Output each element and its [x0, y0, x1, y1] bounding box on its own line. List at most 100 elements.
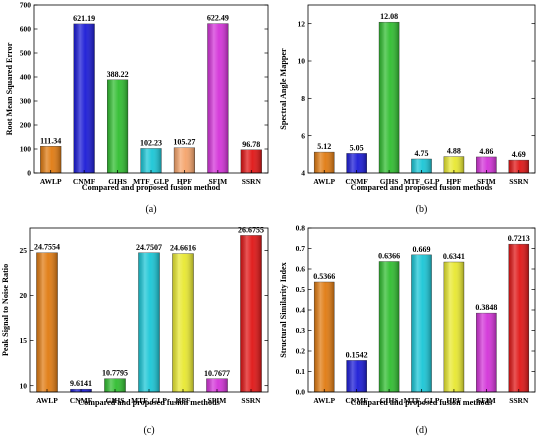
chart-c-bar-gihs: [104, 378, 126, 393]
chart-c-x-tick-label: MTF_GLP: [131, 396, 167, 405]
chart-d-y-tick-label: 0.8: [296, 224, 306, 233]
chart-b-bar-ssrn: [508, 159, 530, 174]
chart-a-bar-cnmf: [73, 23, 95, 174]
chart-c-y-tick-label: 15: [20, 336, 28, 345]
chart-c-x-tick-label: CNMF: [70, 396, 93, 405]
chart-d-x-tick-label: SSRN: [509, 396, 529, 405]
chart-a-x-tick-label: MTF_GLP: [133, 177, 169, 186]
chart-d-x-tick-label: CNMF: [345, 396, 368, 405]
chart-d-value-label: 0.3848: [475, 303, 497, 312]
chart-c-value-label: 10.7795: [102, 369, 128, 378]
chart-b-value-label: 4.88: [447, 147, 461, 156]
chart-b-bar-sfim: [476, 156, 497, 174]
chart-d-x-axis-title: Compared and proposed fusion methods: [351, 398, 493, 407]
chart-b-x-tick-label: AWLP: [313, 177, 335, 186]
chart-d-value-label: 0.6366: [378, 251, 400, 260]
chart-d-value-label: 0.669: [413, 245, 431, 254]
chart-a-x-tick-label: SFIM: [208, 177, 227, 186]
chart-a-x-axis-title: Compared and proposed fusion method: [82, 183, 221, 192]
chart-d-value-label: 0.7213: [508, 234, 530, 243]
chart-b-x-tick-label: SSRN: [509, 177, 529, 186]
chart-d-value-label: 0.5366: [313, 272, 335, 281]
chart-panel-a: 111.34 AWLP 621.19 CNMF 388.22 GIHS 102.23 MTF_…: [5, 1, 269, 215]
chart-d-value-label: 0.1542: [346, 350, 368, 359]
chart-b-x-tick-label: MTF_GLP: [404, 177, 440, 186]
chart-a-x-tick-label: HPF: [177, 177, 192, 186]
chart-d-panel-label: (d): [416, 425, 428, 436]
chart-c-value-label: 24.7507: [136, 243, 162, 252]
chart-a-y-tick-label: 400: [20, 73, 32, 82]
chart-b-x-axis-title: Compared and proposed fusion methods: [351, 183, 493, 192]
chart-b-y-tick-label: 6: [301, 131, 305, 140]
chart-d-x-tick-label: MTF_GLP: [404, 396, 440, 405]
chart-b-value-label: 12.08: [380, 12, 398, 21]
chart-a-x-tick-label: CNMF: [73, 177, 96, 186]
chart-c-bar-sfim: [206, 378, 228, 393]
chart-c-bar-mtf-glp: [138, 252, 160, 393]
chart-a-y-tick-label: 0: [27, 169, 31, 178]
chart-c-panel-label: (c): [143, 425, 154, 436]
chart-d-y-tick-label: 0.4: [296, 306, 306, 315]
chart-a-bar-sfim: [207, 23, 229, 174]
chart-a-value-label: 621.19: [73, 14, 95, 23]
chart-panel-c: 24.7554 AWLP 9.6141 CNMF 10.7795 GIHS 24.7507 M…: [1, 225, 269, 436]
chart-b-bar-mtf-glp: [411, 158, 432, 174]
chart-b-value-label: 4.69: [512, 150, 526, 159]
chart-a-bar-gihs: [107, 79, 129, 174]
chart-a-x-tick-label: AWLP: [40, 177, 62, 186]
chart-d-value-label: 0.6341: [443, 252, 465, 261]
chart-a-value-label: 111.34: [40, 136, 61, 145]
chart-d-bar-mtf-glp: [411, 254, 432, 393]
chart-b-bar-cnmf: [346, 153, 367, 174]
chart-d-y-tick-label: 0.7: [296, 244, 306, 253]
chart-c-value-label: 24.7554: [34, 243, 60, 252]
chart-b-plot-frame: [307, 4, 536, 174]
chart-b-x-tick-label: GIHS: [380, 177, 399, 186]
chart-b-bar-hpf: [443, 156, 465, 174]
chart-b-y-tick-label: 8: [301, 94, 305, 103]
chart-c-value-label: 10.7677: [204, 369, 230, 378]
chart-c-x-tick-label: HPF: [176, 396, 191, 405]
chart-b-value-label: 4.86: [479, 147, 493, 156]
chart-a-y-tick-label: 200: [20, 121, 32, 130]
chart-d-y-tick-label: 0.2: [296, 347, 306, 356]
chart-c-y-tick-label: 20: [20, 291, 28, 300]
chart-a-y-tick-label: 700: [20, 1, 32, 10]
chart-a-value-label: 622.49: [207, 14, 229, 23]
chart-b-value-label: 5.12: [317, 142, 331, 151]
chart-b-y-tick-label: 10: [298, 57, 306, 66]
chart-a-x-tick-label: SSRN: [242, 177, 262, 186]
chart-c-y-axis-title: Peak Signal to Noise Ratio: [1, 264, 10, 356]
chart-b-x-tick-label: CNMF: [345, 177, 368, 186]
chart-a-y-tick-label: 100: [20, 145, 32, 154]
chart-c-x-tick-label: SFIM: [208, 396, 227, 405]
chart-a-value-label: 105.27: [173, 138, 195, 147]
chart-b-y-tick-label: 4: [301, 169, 305, 178]
chart-d-bar-sfim: [476, 312, 497, 393]
chart-b-panel-label: (b): [416, 204, 428, 215]
chart-d-x-tick-label: HPF: [446, 396, 461, 405]
chart-d-bar-awlp: [313, 281, 335, 393]
chart-a-bar-hpf: [173, 147, 195, 174]
chart-c-x-tick-label: AWLP: [36, 396, 58, 405]
chart-c-x-tick-label: GIHS: [106, 396, 125, 405]
chart-a-bar-mtf-glp: [140, 148, 162, 174]
chart-d-bar-cnmf: [346, 360, 367, 393]
chart-panel-d: 0.5366 AWLP 0.1542 CNMF 0.6366 GIHS 0.669 MTF_G…: [279, 224, 536, 436]
chart-a-value-label: 96.78: [242, 140, 260, 149]
chart-c-value-label: 26.6755: [238, 225, 264, 234]
chart-d-y-tick-label: 0.6: [296, 265, 306, 274]
chart-c-value-label: 9.6141: [70, 379, 92, 388]
chart-d-y-tick-label: 0.5: [296, 285, 306, 294]
chart-a-y-tick-label: 500: [20, 49, 32, 58]
chart-c-y-tick-label: 10: [20, 381, 28, 390]
chart-d-bar-hpf: [443, 261, 465, 393]
chart-b-y-tick-label: 12: [298, 19, 306, 28]
chart-d-bar-gihs: [378, 261, 400, 393]
chart-a-y-tick-label: 600: [20, 25, 32, 34]
chart-a-y-axis-title: Root Mean Squared Error: [5, 42, 14, 135]
chart-a-value-label: 102.23: [140, 138, 162, 147]
chart-d-bar-ssrn: [508, 243, 530, 393]
chart-d-y-tick-label: 0.1: [296, 367, 306, 376]
